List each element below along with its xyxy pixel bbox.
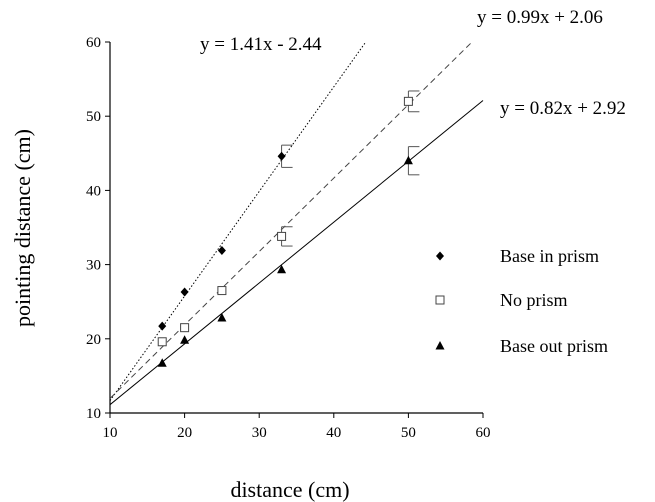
data-point-s2 <box>180 323 190 333</box>
y-tick-label: 60 <box>86 35 101 51</box>
x-axis-title: distance (cm) <box>230 477 349 502</box>
y-tick-label: 40 <box>86 183 101 199</box>
x-tick-label: 50 <box>401 425 416 441</box>
fit-label-no-prism: y = 0.99x + 2.06 <box>477 7 603 28</box>
x-tick-label: 40 <box>326 425 341 441</box>
axes: 10 20 30 40 50 60 10 20 30 40 50 60 <box>86 35 491 441</box>
y-tick-label: 10 <box>86 406 101 422</box>
data-point-s1 <box>180 287 189 297</box>
legend-label-base-in: Base in prism <box>500 246 599 266</box>
x-tick-label: 60 <box>476 425 491 441</box>
y-tick-label: 20 <box>86 332 101 348</box>
legend-marker-3 <box>435 341 445 350</box>
x-tick-label: 10 <box>103 425 118 441</box>
legend-label-base-out: Base out prism <box>500 336 608 356</box>
data-point-s3 <box>217 313 227 322</box>
x-tick-label: 30 <box>252 425 267 441</box>
y-tick-label: 50 <box>86 109 101 125</box>
data-point-s1 <box>158 321 167 331</box>
data-point-s2 <box>277 231 287 241</box>
data-point-s3 <box>157 358 167 367</box>
fit-line-1 <box>109 41 367 401</box>
data-point-s3 <box>180 335 190 344</box>
data-point-s3 <box>277 264 287 274</box>
legend-marker-2 <box>435 295 445 305</box>
data-point-s2 <box>217 286 227 296</box>
fit-line-3 <box>109 100 484 406</box>
data-point-s1 <box>217 246 226 256</box>
legend-marker-1 <box>436 251 444 261</box>
y-axis-title: pointing distance (cm) <box>10 129 35 327</box>
data-point-s2 <box>403 96 413 106</box>
y-tick-label: 30 <box>86 258 101 274</box>
data-point-s1 <box>277 151 286 161</box>
legend-label-no-prism: No prism <box>500 290 568 310</box>
legend: Base in prism No prism Base out prism <box>435 246 608 356</box>
fit-label-base-out: y = 0.82x + 2.92 <box>500 98 626 119</box>
data-point-s3 <box>403 155 413 165</box>
data-point-s2 <box>157 337 167 347</box>
fit-label-base-in: y = 1.41x - 2.44 <box>200 34 322 55</box>
markers <box>157 96 413 367</box>
x-tick-label: 20 <box>177 425 192 441</box>
fit-lines <box>109 41 484 406</box>
equation-labels: y = 1.41x - 2.44 y = 0.99x + 2.06 y = 0.… <box>200 7 626 119</box>
